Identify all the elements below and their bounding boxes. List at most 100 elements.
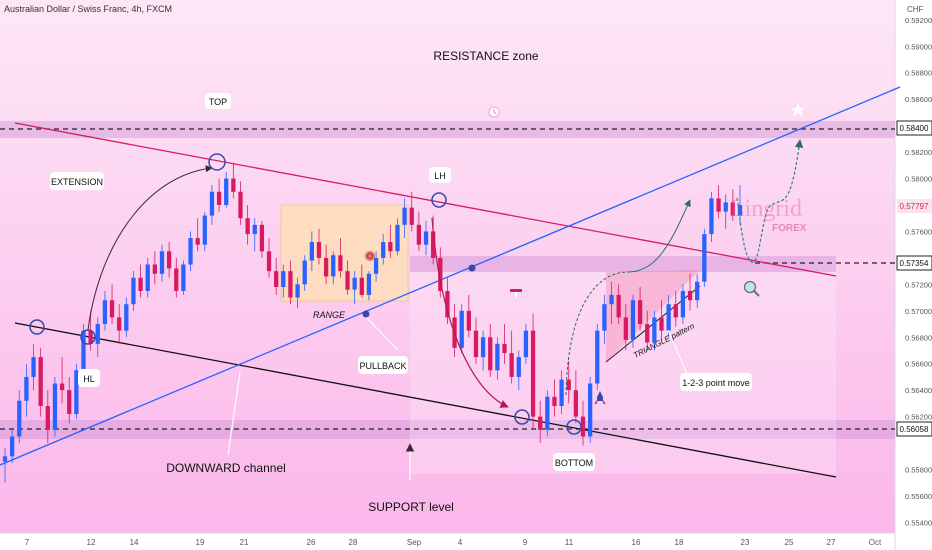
- candle: [52, 376, 58, 437]
- star-icon[interactable]: [791, 103, 805, 116]
- candle: [702, 228, 707, 287]
- candle-body: [288, 271, 293, 298]
- bottom-label: BOTTOM: [555, 458, 593, 468]
- candle-body: [174, 268, 179, 291]
- candle-body: [152, 264, 157, 274]
- candle: [395, 218, 400, 256]
- candle: [74, 363, 79, 420]
- swing-markers: [29, 153, 582, 435]
- candle-body: [687, 290, 693, 301]
- extension-arrow: [87, 165, 213, 331]
- time-tick-label: 27: [827, 538, 836, 547]
- candle-body: [238, 191, 243, 219]
- candle: [381, 234, 386, 265]
- candle: [174, 257, 179, 298]
- rocket-icon[interactable]: [594, 391, 606, 405]
- candle-body: [95, 324, 100, 344]
- candle-body: [295, 284, 300, 298]
- candle-body: [409, 207, 414, 225]
- candle: [730, 189, 736, 221]
- candle-body: [573, 390, 579, 417]
- hl-circle-left: [29, 319, 45, 335]
- candle: [423, 220, 429, 256]
- candle-body: [630, 300, 636, 340]
- time-tick-label: 9: [523, 538, 528, 547]
- time-tick-label: 4: [458, 538, 463, 547]
- candle: [559, 370, 564, 414]
- price-tick-label: 0.59200: [905, 16, 932, 25]
- candle: [495, 337, 500, 380]
- candle: [416, 211, 422, 252]
- price-tick-label: 0.56200: [905, 413, 932, 422]
- support-level-label: SUPPORT level: [368, 500, 454, 514]
- candle: [67, 376, 72, 424]
- candle-body: [545, 396, 550, 430]
- price-tick-label: 0.55800: [905, 466, 932, 475]
- mid-zone: [410, 256, 836, 272]
- candle-body: [530, 330, 536, 417]
- triangle-shape: [606, 270, 700, 362]
- ascending-trendline: [0, 86, 901, 466]
- candle: [131, 271, 136, 311]
- candle-body: [259, 224, 265, 252]
- trend-touch-dot: [468, 264, 476, 272]
- mid-price-tag: 0.57354: [900, 259, 929, 268]
- price-tick-label: 0.59000: [905, 42, 932, 51]
- candle-body: [559, 379, 564, 407]
- price-axis-background: [895, 0, 932, 550]
- pullback-arrow: [431, 217, 509, 408]
- candle: [637, 287, 643, 331]
- candle: [609, 281, 614, 325]
- time-axis-ticks: 7 12 14 19 21 26 28 Sep 4 9 11 16 18 23 25 27 Oct: [25, 538, 882, 547]
- price-tick-label: 0.57200: [905, 280, 932, 289]
- time-tick-label: 7: [25, 538, 30, 547]
- support-price-tag: 0.56058: [900, 425, 929, 434]
- candle-body: [266, 251, 272, 272]
- candle-body: [181, 264, 186, 291]
- candle-body: [473, 330, 479, 358]
- candle-body: [274, 271, 279, 287]
- candle: [623, 304, 628, 351]
- candle-body: [9, 436, 15, 457]
- candle: [409, 191, 414, 232]
- candle-body: [31, 357, 36, 377]
- pullback-pointer: [364, 315, 399, 351]
- time-tick-label: 28: [349, 538, 358, 547]
- time-tick-label: 14: [130, 538, 139, 547]
- candle: [573, 370, 579, 424]
- candle: [716, 185, 721, 219]
- candle: [466, 294, 471, 338]
- candle: [630, 294, 636, 348]
- range-box: [280, 204, 409, 302]
- hammer-icon[interactable]: [510, 289, 522, 298]
- candle-body: [109, 300, 115, 318]
- candle-body: [352, 277, 357, 290]
- currency-label: CHF: [907, 5, 924, 14]
- price-tick-label: 0.58200: [905, 148, 932, 157]
- price-tick-label: 0.58600: [905, 95, 932, 104]
- candle: [238, 181, 243, 225]
- candle-body: [224, 178, 229, 205]
- candle-body: [388, 242, 393, 252]
- candle: [231, 162, 236, 199]
- candle-body: [695, 281, 700, 301]
- candle-body: [709, 198, 714, 235]
- watermark-name: Lingrid: [730, 196, 802, 222]
- candle: [17, 390, 22, 444]
- candle-body: [252, 224, 257, 235]
- candle: [166, 242, 172, 278]
- price-tick-label: 0.57000: [905, 307, 932, 316]
- magnifier-icon[interactable]: [743, 280, 760, 297]
- candle: [523, 324, 529, 364]
- candle-body: [216, 191, 222, 205]
- candle-body: [373, 257, 379, 274]
- move-label: 1-2-3 point move: [682, 378, 750, 388]
- candle-body: [359, 277, 364, 295]
- lh-label: LH: [434, 171, 446, 181]
- candle-body: [24, 376, 29, 401]
- candle: [373, 251, 379, 282]
- alarm-clock-icon[interactable]: [488, 106, 500, 118]
- candle-body: [680, 290, 686, 318]
- price-tick-label: 0.56400: [905, 386, 932, 395]
